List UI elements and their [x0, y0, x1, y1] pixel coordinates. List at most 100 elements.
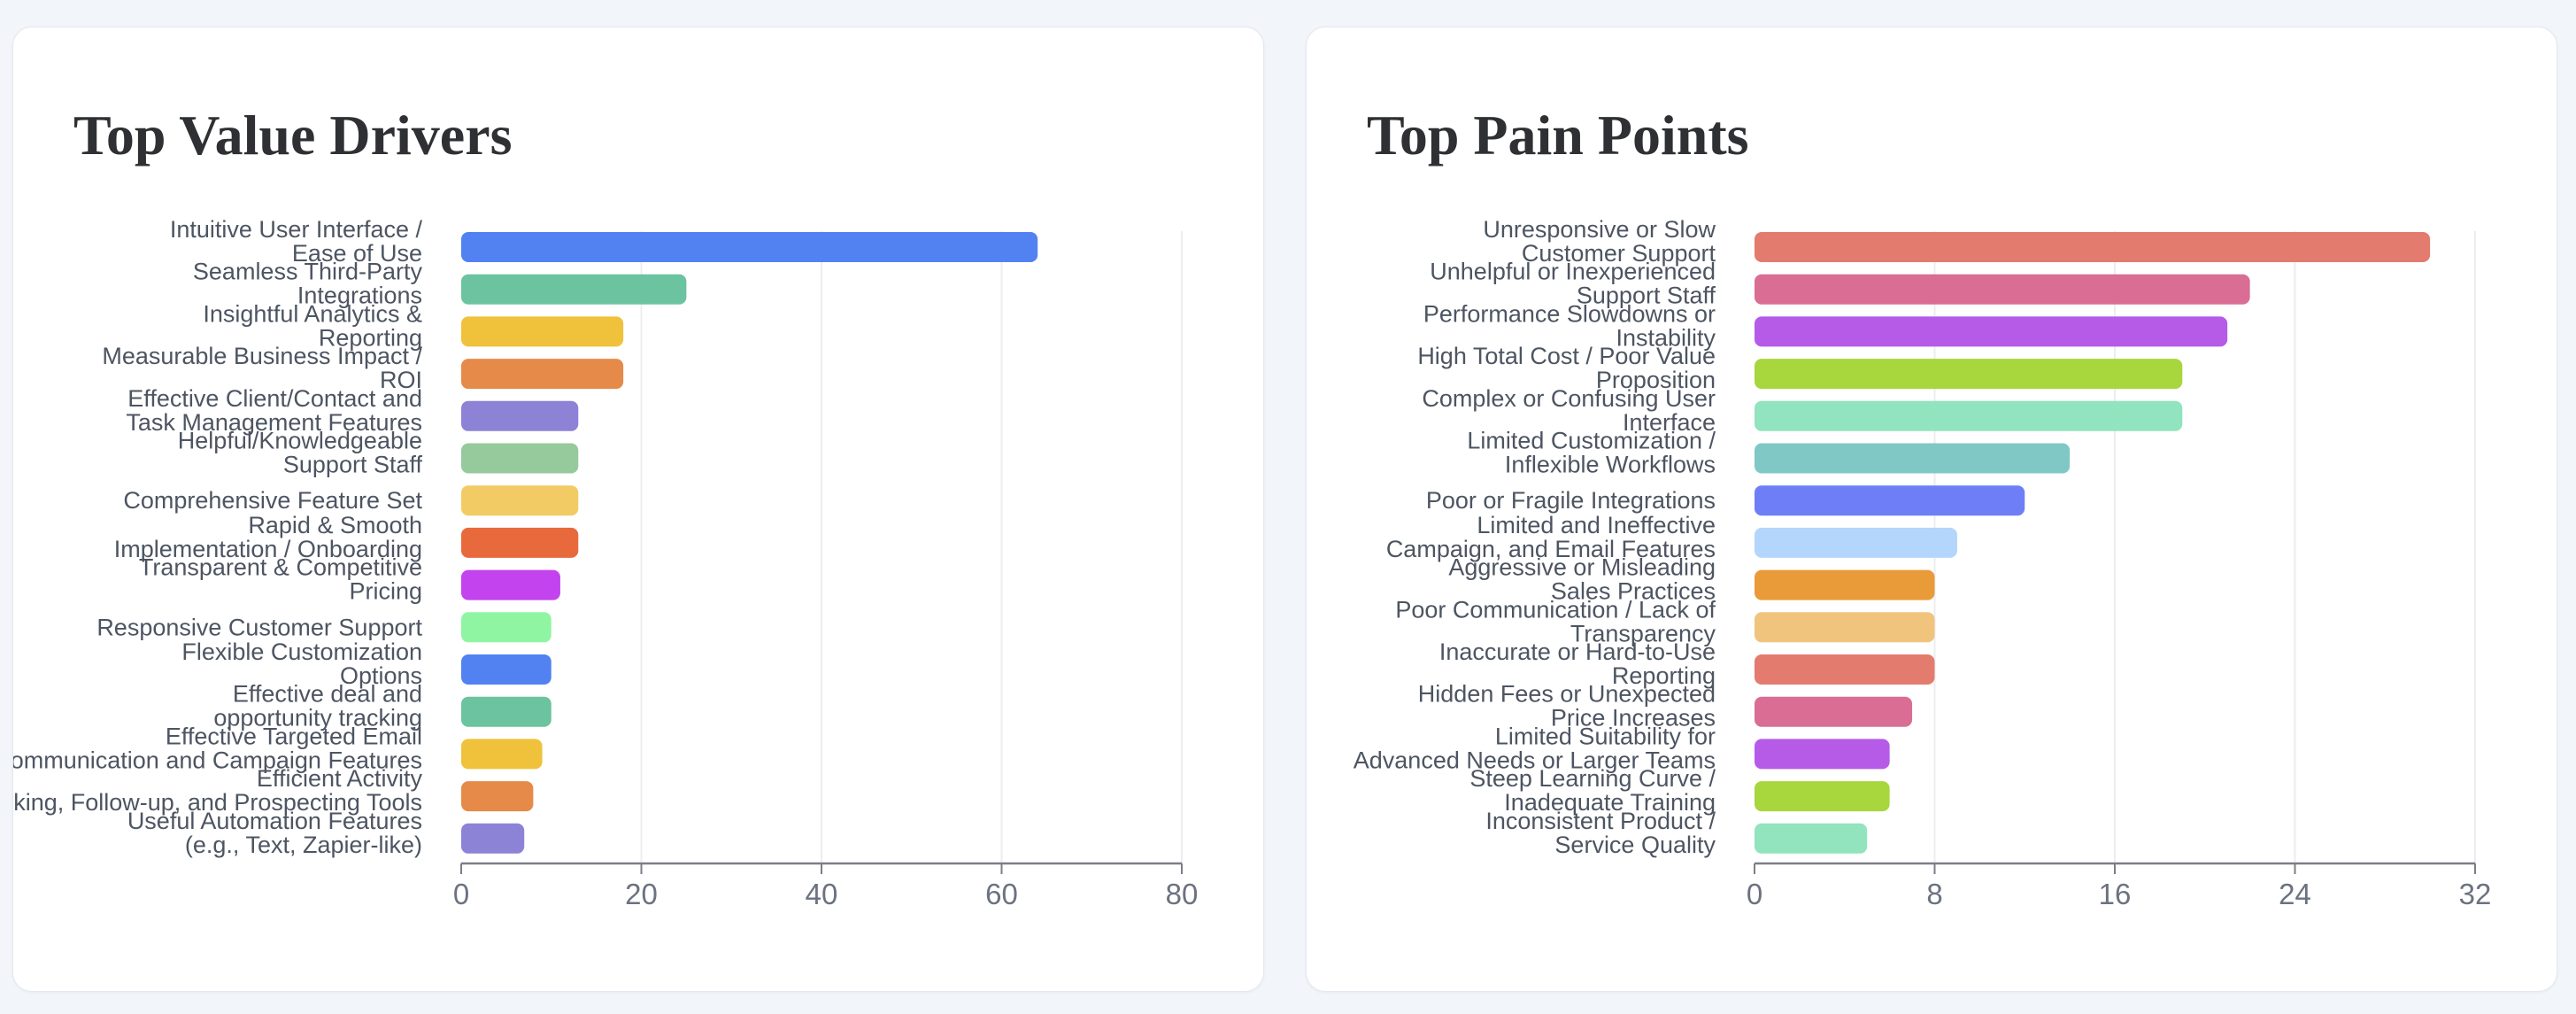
pain-points-bar — [1755, 527, 1957, 558]
value-drivers-category-label-line: Support Staff — [283, 452, 423, 478]
value-drivers-bar — [461, 569, 560, 600]
pain-points-bar — [1755, 232, 2431, 262]
value-drivers-title: Top Value Drivers — [73, 104, 513, 166]
value-drivers-x-tick-label: 20 — [625, 878, 658, 910]
value-drivers-category-label: Effective deal and opportunity tracking — [213, 681, 422, 731]
pain-points-category-label: Poor Communication / Lack of Transparency — [1395, 596, 1716, 646]
pain-points-category-label-line: Service Quality — [1554, 832, 1716, 858]
pain-points-category-label-line: Complex or Confusing User — [1422, 385, 1716, 412]
pain-points-x-tick-label: 8 — [1926, 878, 1942, 910]
value-drivers-category-label-line: Communication and Campaign Features — [13, 747, 422, 773]
pain-points-category-label: Performance Slowdowns or Instability — [1423, 300, 1716, 351]
pain-points-chart: Unresponsive or Slow Customer SupportUnhe… — [1354, 216, 2492, 910]
pain-points-category-label: High Total Cost / Poor Value Proposition — [1417, 343, 1716, 393]
pain-points-x-tick-label: 24 — [2279, 878, 2311, 910]
pain-points-category-label: Aggressive or Misleading Sales Practices — [1448, 554, 1716, 605]
value-drivers-x-tick-label: 60 — [985, 878, 1018, 910]
pain-points-category-label-line: Inadequate Training — [1504, 789, 1716, 816]
value-drivers-category-label-line: opportunity tracking — [213, 705, 422, 731]
value-drivers-category-label-line: Options — [340, 662, 422, 689]
value-drivers-x-tick-label: 0 — [453, 878, 469, 910]
value-drivers-category-label-line: Insightful Analytics & — [203, 300, 422, 327]
value-drivers-bar — [461, 400, 579, 431]
value-drivers-category-label: Helpful/Knowledgeable Support Staff — [178, 428, 423, 478]
pain-points-category-label: Poor or Fragile Integrations — [1426, 487, 1716, 514]
value-drivers-category-label-line: Effective Targeted Email — [166, 723, 422, 749]
pain-points-title: Top Pain Points — [1367, 104, 1749, 166]
pain-points-category-label-line: Sales Practices — [1551, 578, 1716, 605]
value-drivers-category-label-line: Transparent & Competitive — [139, 554, 422, 581]
value-drivers-category-label-line: Effective deal and — [233, 681, 422, 708]
pain-points-bar — [1755, 400, 2183, 431]
value-drivers-category-label-line: Implementation / Onboarding — [114, 536, 422, 562]
pain-points-category-label: Unresponsive or Slow Customer Support — [1483, 216, 1716, 267]
pain-points-x-tick-label: 16 — [2099, 878, 2132, 910]
pain-points-category-label-line: Steep Learning Curve / — [1469, 765, 1716, 792]
pain-points-bar — [1755, 823, 1868, 854]
pain-points-bar — [1755, 654, 1935, 685]
value-drivers-category-label: Rapid & Smooth Implementation / Onboardin… — [114, 512, 422, 562]
value-drivers-category-label: Measurable Business Impact / ROI — [102, 343, 422, 393]
pain-points-x-tick-label: 32 — [2459, 878, 2492, 910]
pain-points-category-label-line: Inflexible Workflows — [1505, 452, 1716, 478]
value-drivers-category-label-line: ROI — [380, 367, 422, 393]
pain-points-category-label-line: High Total Cost / Poor Value — [1417, 343, 1716, 369]
pain-points-category-label: Limited Suitability for Advanced Needs or… — [1354, 723, 1716, 773]
pain-points-category-label-line: Support Staff — [1577, 283, 1716, 309]
pain-points-category-label-line: Poor Communication / Lack of — [1395, 596, 1716, 623]
value-drivers-bar — [461, 739, 543, 770]
value-drivers-category-label-line: Tracking, Follow-up, and Prospecting Too… — [13, 789, 422, 816]
pain-points-category-label-line: Advanced Needs or Larger Teams — [1354, 747, 1716, 773]
pain-points-category-label-line: Campaign, and Email Features — [1386, 536, 1716, 562]
value-drivers-category-label: Effective Client/Contact and Task Managem… — [126, 385, 422, 436]
pain-points-category-label-line: Inconsistent Product / — [1485, 808, 1716, 834]
value-drivers-category-label: Useful Automation Features (e.g., Text, Z… — [127, 808, 422, 858]
value-drivers-category-label-line: Task Management Features — [126, 409, 422, 436]
pain-points-category-label-line: Performance Slowdowns or — [1423, 300, 1716, 327]
value-drivers-category-label-line: Pricing — [349, 578, 422, 605]
value-drivers-bar — [461, 316, 624, 347]
value-drivers-category-label-line: Rapid & Smooth — [248, 512, 422, 538]
pain-points-category-label-line: Inaccurate or Hard-to-Use — [1439, 639, 1716, 665]
value-drivers-category-label-line: Reporting — [319, 324, 422, 351]
value-drivers-category-label-line: Effective Client/Contact and — [127, 385, 422, 412]
pain-points-category-label-line: Instability — [1616, 324, 1716, 351]
pain-points-category-label-line: Proposition — [1596, 367, 1716, 393]
pain-points-category-label: Inconsistent Product / Service Quality — [1485, 808, 1716, 858]
pain-points-category-label-line: Unhelpful or Inexperienced — [1430, 259, 1716, 285]
pain-points-bar — [1755, 781, 1890, 812]
value-drivers-category-label-line: Flexible Customization — [181, 639, 422, 665]
value-drivers-bar — [461, 823, 525, 854]
pain-points-category-label-line: Transparency — [1570, 620, 1716, 646]
pain-points-category-label: Complex or Confusing User Interface — [1422, 385, 1716, 436]
pain-points-category-label: Inaccurate or Hard-to-Use Reporting — [1439, 639, 1716, 689]
value-drivers-bar — [461, 274, 687, 305]
pain-points-category-label-line: Reporting — [1612, 662, 1716, 689]
pain-points-card: Top Pain Points Unresponsive or Slow Cust… — [1306, 27, 2557, 992]
value-drivers-category-label-line: Intuitive User Interface / — [170, 216, 423, 243]
pain-points-category-label: Steep Learning Curve / Inadequate Trainin… — [1469, 765, 1716, 816]
pain-points-category-label-line: Limited Suitability for — [1495, 723, 1716, 749]
value-drivers-category-label-line: Helpful/Knowledgeable — [178, 428, 422, 454]
pain-points-category-label: Limited and Ineffective Campaign, and Ema… — [1386, 512, 1716, 562]
value-drivers-bar — [461, 654, 551, 685]
pain-points-category-label-line: Customer Support — [1522, 240, 1716, 267]
pain-points-category-label-line: Limited and Ineffective — [1477, 512, 1716, 538]
pain-points-category-label: Limited Customization / Inflexible Workfl… — [1467, 428, 1716, 478]
pain-points-bar — [1755, 359, 2183, 390]
value-drivers-category-label-line: Efficient Activity — [257, 765, 423, 792]
value-drivers-category-label-line: Ease of Use — [292, 240, 422, 267]
value-drivers-category-label-line: Useful Automation Features — [127, 808, 422, 834]
pain-points-category-label-line: Interface — [1623, 409, 1716, 436]
pain-points-x-tick-label: 0 — [1747, 878, 1762, 910]
value-drivers-category-label-line: (e.g., Text, Zapier-like) — [185, 832, 422, 858]
value-drivers-category-label: Efficient ActivityTracking, Follow-up, a… — [13, 765, 422, 816]
value-drivers-bar — [461, 696, 551, 727]
value-drivers-bar — [461, 232, 1038, 262]
value-drivers-category-label-line: Measurable Business Impact / — [102, 343, 422, 369]
value-drivers-x-tick-label: 80 — [1166, 878, 1199, 910]
pain-points-bar — [1755, 739, 1890, 770]
pain-points-bar — [1755, 274, 2250, 305]
value-drivers-bar — [461, 359, 624, 390]
pain-points-bar — [1755, 569, 1935, 600]
